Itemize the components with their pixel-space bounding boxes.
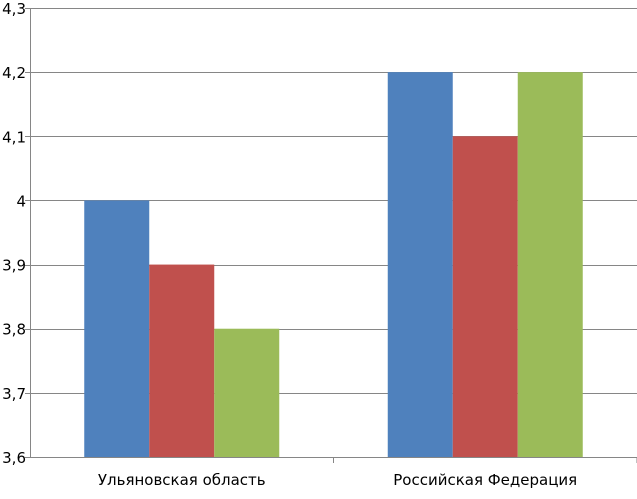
bar [387,72,453,458]
x-tick-label: Ульяновская область [98,471,266,489]
bar [149,264,215,457]
y-tick-label: 4 [16,192,26,210]
y-tick-label: 3,9 [2,257,26,275]
y-tick-label: 3,8 [2,321,26,339]
bars [84,72,583,458]
y-tick-label: 4,2 [2,64,26,82]
y-tick-label: 3,7 [2,385,26,403]
bar [517,72,583,458]
y-tick-label: 4,3 [2,0,26,18]
y-tick-label: 4,1 [2,128,26,146]
axes [25,8,637,463]
bar [214,328,280,457]
bar [84,200,150,457]
y-tick-label: 3,6 [2,449,26,467]
tick-labels: 3,6 3,7 3,8 3,9 4 4,1 4,2 4,3 Ульяновская област… [2,0,577,489]
bar [452,136,518,458]
x-tick-label: Российская Федерация [393,471,577,489]
